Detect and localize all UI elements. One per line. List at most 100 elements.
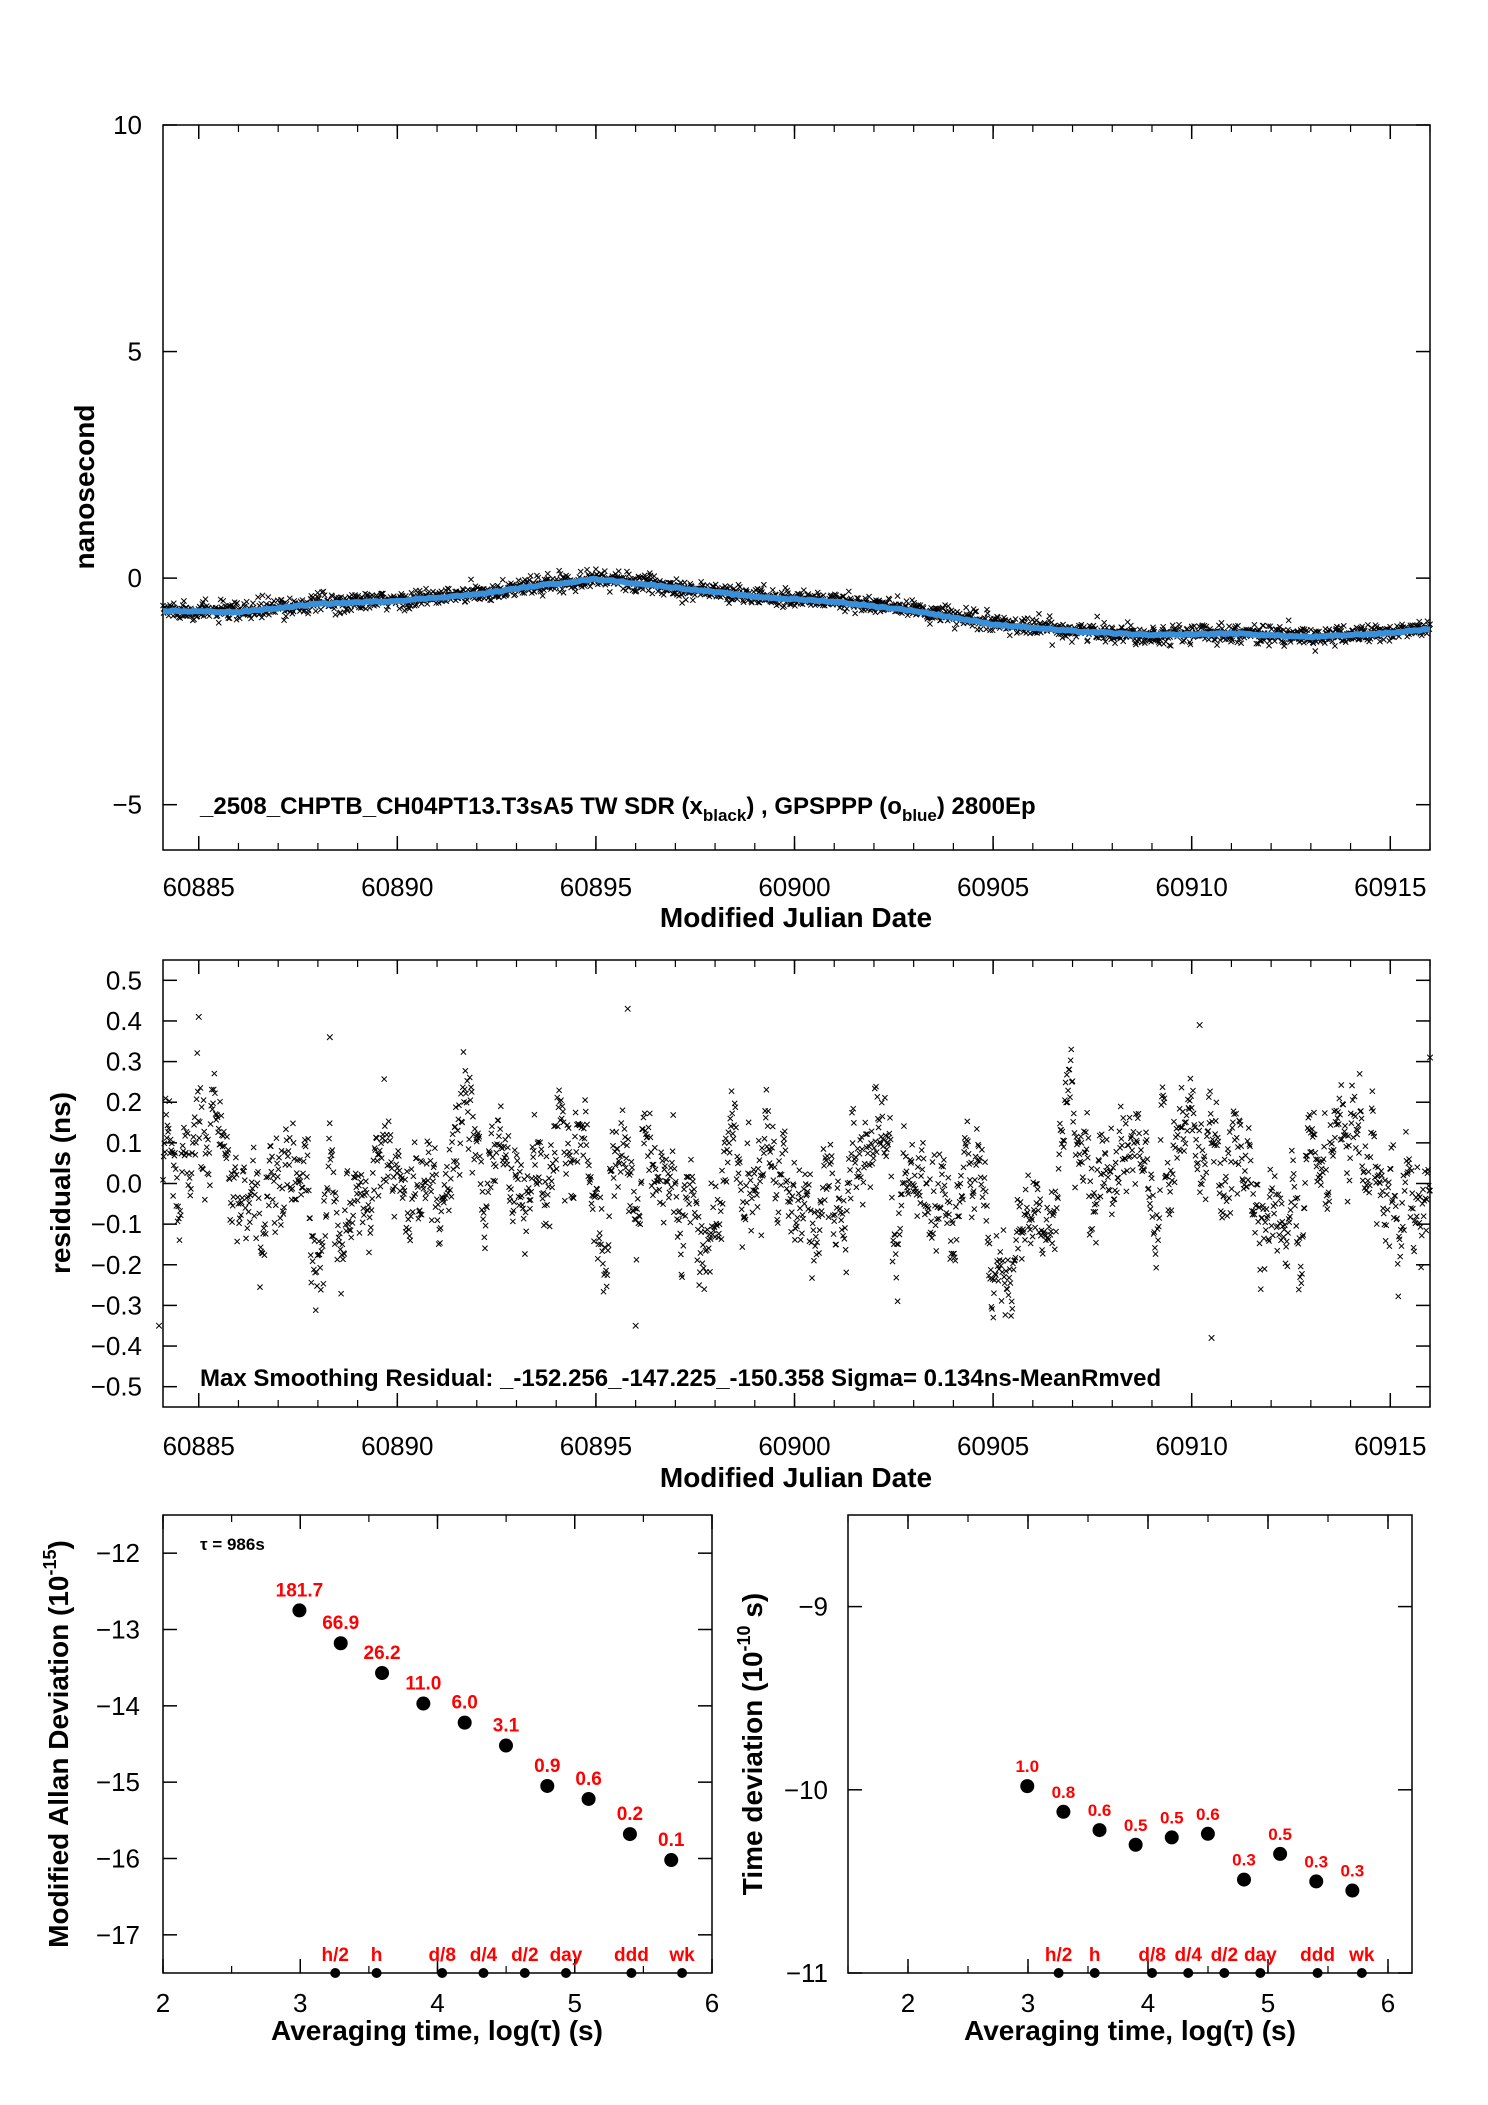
x-marker <box>321 1191 328 1198</box>
x-marker <box>1178 1084 1185 1091</box>
x-marker <box>755 1137 762 1144</box>
x-marker <box>704 582 711 589</box>
x-marker <box>717 1208 724 1215</box>
y-tick-label: 0.4 <box>106 1006 142 1036</box>
x-marker <box>757 1178 764 1185</box>
time-marker-label: ddd <box>614 1945 649 1966</box>
x-marker <box>738 1187 744 1193</box>
x-marker <box>445 585 452 592</box>
x-marker <box>1397 1253 1404 1260</box>
x-marker <box>1196 1189 1203 1196</box>
x-marker <box>368 1207 375 1214</box>
x-marker <box>283 613 289 620</box>
x-marker <box>241 1177 248 1184</box>
x-marker <box>617 1153 623 1160</box>
x-marker <box>1084 1154 1091 1161</box>
y-tick-labels: −9 −10 −11 <box>784 1592 828 1988</box>
x-marker <box>788 1209 795 1216</box>
x-marker <box>367 1230 374 1237</box>
x-marker <box>1136 1130 1143 1137</box>
point-value-label: 0.3 <box>1232 1851 1256 1870</box>
x-marker <box>1174 1131 1181 1138</box>
x-marker <box>1355 1122 1362 1128</box>
x-marker <box>591 1238 597 1245</box>
x-marker <box>484 1180 491 1187</box>
x-marker <box>488 1123 495 1130</box>
x-marker <box>666 1189 673 1196</box>
x-marker <box>1271 1173 1278 1180</box>
x-marker <box>1101 619 1108 626</box>
x-marker <box>273 1135 280 1142</box>
x-marker <box>771 1138 777 1145</box>
x-marker <box>1072 1184 1079 1191</box>
x-marker <box>348 1234 355 1241</box>
x-marker <box>699 1260 706 1267</box>
x-marker <box>466 1136 473 1143</box>
x-tick-labels: 60885 60890 60895 60900 60905 60910 60915 <box>163 872 1427 902</box>
time-marker-dot <box>1089 1968 1100 1978</box>
x-marker <box>1033 617 1040 624</box>
y-tick-label: 0.0 <box>106 1169 142 1199</box>
x-marker <box>509 1218 516 1225</box>
x-marker <box>860 1179 867 1186</box>
y-tick-label: −16 <box>96 1844 140 1874</box>
x-marker <box>828 1158 834 1165</box>
x-marker <box>842 1246 849 1253</box>
x-marker <box>527 1205 533 1212</box>
x-marker <box>1250 1190 1257 1197</box>
x-marker <box>873 1083 879 1090</box>
x-marker <box>1402 1128 1409 1135</box>
x-marker <box>615 1184 622 1190</box>
x-marker <box>203 1144 210 1151</box>
x-marker <box>1331 1134 1338 1141</box>
x-marker <box>909 597 916 604</box>
x-marker <box>464 596 471 603</box>
x-marker <box>856 1150 863 1157</box>
x-marker <box>686 1201 693 1207</box>
time-marker-label: d/8 <box>1138 1945 1165 1966</box>
point-value-label: 0.6 <box>1088 1801 1112 1820</box>
x-marker <box>1283 1238 1290 1245</box>
x-marker <box>433 1171 440 1178</box>
x-marker <box>274 1173 281 1180</box>
x-marker <box>449 1139 455 1146</box>
x-marker <box>277 1221 284 1228</box>
x-marker <box>1196 1021 1203 1029</box>
x-marker <box>931 1152 938 1159</box>
x-marker <box>1297 1263 1304 1270</box>
x-marker <box>993 1232 1000 1239</box>
x-marker <box>194 1050 201 1056</box>
x-marker <box>1112 640 1118 647</box>
x-marker <box>1184 1127 1191 1134</box>
x-marker <box>1321 1110 1328 1117</box>
x-marker <box>1001 1273 1008 1280</box>
x-marker <box>978 1181 985 1188</box>
x-marker <box>485 1189 492 1196</box>
x-marker <box>745 1119 752 1126</box>
x-marker <box>465 1146 472 1153</box>
x-marker <box>1113 1189 1120 1196</box>
x-marker <box>1420 1186 1426 1193</box>
x-marker <box>426 1141 433 1148</box>
x-marker <box>1108 1125 1115 1132</box>
x-marker <box>338 1290 345 1297</box>
x-marker <box>1188 1092 1195 1099</box>
x-marker <box>255 1168 262 1175</box>
x-marker <box>254 1180 261 1187</box>
x-marker <box>894 593 901 599</box>
x-marker <box>1115 1179 1122 1186</box>
x-marker <box>1189 1087 1196 1094</box>
x-marker <box>629 1164 635 1171</box>
x-marker <box>557 570 564 577</box>
time-marker-dot <box>371 1968 382 1978</box>
x-marker <box>625 1136 632 1143</box>
x-marker <box>1005 1292 1012 1299</box>
x-marker <box>348 607 355 614</box>
x-marker <box>1059 1128 1066 1135</box>
x-marker <box>482 1245 488 1252</box>
x-marker <box>1291 1183 1298 1190</box>
x-marker <box>1215 1138 1222 1145</box>
x-marker <box>448 1193 455 1200</box>
x-marker <box>577 568 584 575</box>
x-marker <box>1164 1159 1171 1166</box>
